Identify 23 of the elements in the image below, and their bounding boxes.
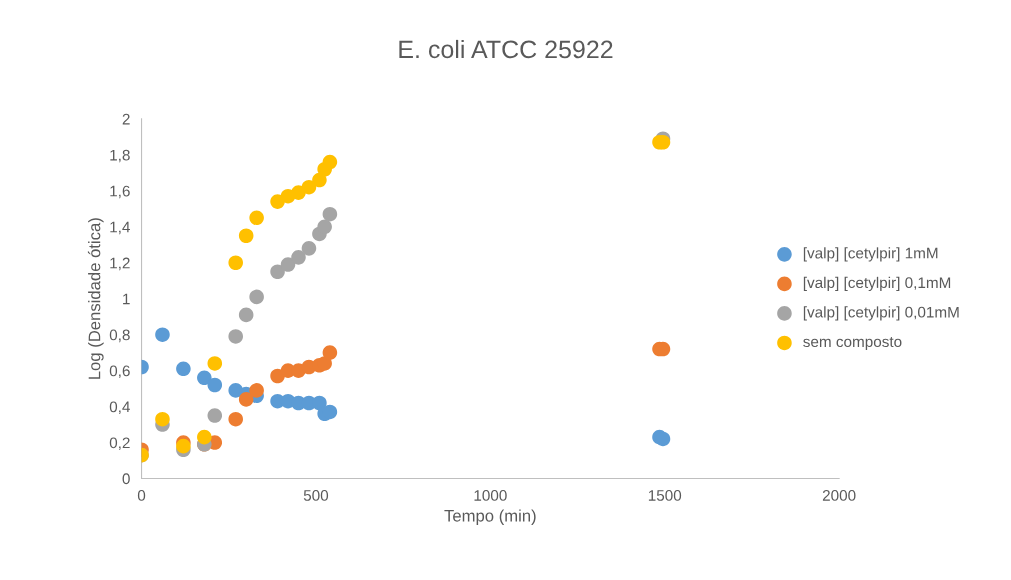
- x-tick-label: 0: [137, 490, 146, 501]
- y-tick-label: 1,2: [110, 257, 130, 271]
- legend-label: [valp] [cetylpir] 0,1mM: [803, 276, 951, 292]
- y-axis-title: Log (Densidade ótica): [87, 218, 104, 379]
- y-tick-label: 2: [122, 113, 130, 125]
- legend-label: [valp] [cetylpir] 1mM: [803, 247, 938, 262]
- y-tick-label: 0,8: [109, 329, 130, 343]
- y-tick-label: 1,4: [110, 221, 130, 235]
- legend-label: sem composto: [803, 337, 902, 351]
- x-axis-title: Tempo (min): [444, 509, 536, 525]
- y-tick-label: 0,2: [109, 437, 130, 451]
- x-tick-label: 1000: [474, 490, 507, 501]
- y-tick-label: 1,8: [110, 149, 130, 163]
- legend-label: [valp] [cetylpir] 0,01mM: [803, 306, 959, 321]
- x-tick-label: 500: [303, 490, 329, 501]
- y-tick-label: 0: [122, 473, 130, 485]
- y-tick-label: 0,6: [109, 365, 130, 379]
- y-tick-label: 1: [123, 293, 130, 305]
- chart-title: E. coli ATCC 25922: [399, 39, 613, 59]
- x-tick-label: 2000: [822, 490, 856, 501]
- x-tick-label: 1500: [648, 490, 682, 501]
- y-tick-label: 0,4: [109, 401, 130, 415]
- y-tick-label: 1,6: [110, 185, 130, 199]
